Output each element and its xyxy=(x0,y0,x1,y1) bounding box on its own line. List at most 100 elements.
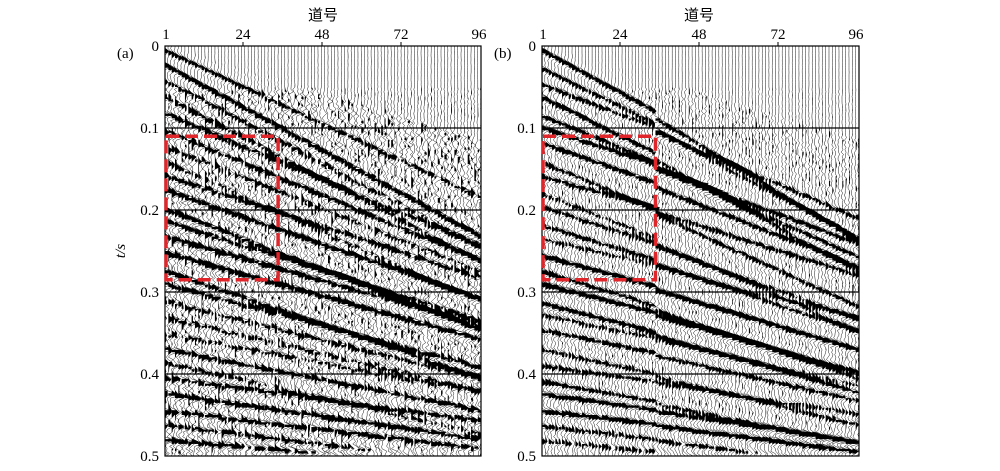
trace-fill xyxy=(838,55,848,452)
trace-fill xyxy=(298,58,307,454)
trace-fill xyxy=(477,48,481,440)
y-tick-label: 0 xyxy=(152,39,160,55)
trace-fill xyxy=(748,53,761,440)
trace-fill xyxy=(291,67,301,442)
trace-fill xyxy=(762,48,773,442)
panel-a: (a) 道号 t/s 1 24 48 72 96 0 0.1 0.2 0.3 0… xyxy=(113,7,488,465)
y-tick-labels: 0 0.1 0.2 0.3 0.4 0.5 xyxy=(140,39,159,465)
trace-fill xyxy=(582,70,588,449)
trace-fill xyxy=(411,50,422,447)
trace-fill xyxy=(828,48,839,452)
x-tick-label: 24 xyxy=(613,27,629,43)
trace-wiggle xyxy=(792,46,806,456)
trace-wiggle xyxy=(555,46,566,456)
trace-fill xyxy=(444,60,452,447)
highlight-box xyxy=(541,134,658,282)
trace-fill xyxy=(461,48,472,449)
trace-fill xyxy=(224,77,232,447)
y-tick-label: 0.2 xyxy=(140,203,159,219)
trace-wiggle xyxy=(280,46,295,456)
x-tick-label: 72 xyxy=(394,27,409,43)
trace-fill xyxy=(712,84,724,449)
trace-fill xyxy=(802,60,812,449)
trace-fill xyxy=(304,65,315,454)
y-axis-title: t/s xyxy=(113,244,129,258)
trace-fill xyxy=(171,50,180,454)
trace-fill xyxy=(387,50,395,442)
trace-fill xyxy=(745,55,754,454)
y-tick-label: 0.1 xyxy=(517,121,536,137)
trace-fill xyxy=(738,46,748,454)
trace-fill xyxy=(805,48,815,447)
trace-wiggle xyxy=(220,46,232,456)
trace-fill xyxy=(698,58,712,449)
trace-wiggle xyxy=(852,46,859,456)
trace-wiggle xyxy=(712,46,730,456)
trace-wiggle xyxy=(748,46,764,456)
trace-wiggle xyxy=(798,46,812,456)
trace-fill xyxy=(371,46,380,442)
trace-wiggle xyxy=(293,46,307,456)
seismic-section xyxy=(542,46,859,456)
trace-fill xyxy=(555,55,562,444)
trace-wiggle xyxy=(794,46,808,456)
trace-fill xyxy=(855,46,859,430)
trace-fill xyxy=(194,53,203,444)
trace-fill xyxy=(165,48,173,442)
trace-wiggle xyxy=(605,46,616,456)
trace-wiggle xyxy=(828,46,843,456)
trace-wiggle xyxy=(642,46,654,456)
trace-wiggle xyxy=(376,46,390,456)
trace-fill xyxy=(421,46,432,452)
trace-wiggle xyxy=(469,46,481,456)
x-axis-title: 道号 xyxy=(684,7,714,24)
trace-fill xyxy=(652,50,660,454)
trace-wiggle xyxy=(542,46,552,456)
trace-wiggle xyxy=(324,46,343,456)
x-tick-label: 96 xyxy=(472,27,488,43)
trace-fill xyxy=(695,53,709,447)
trace-wiggle xyxy=(745,46,762,456)
y-tick-label: 0.5 xyxy=(517,449,536,465)
trace-fill xyxy=(832,60,843,452)
x-tick-label: 1 xyxy=(162,27,170,43)
x-tick-label: 24 xyxy=(236,27,252,43)
trace-fill xyxy=(625,48,632,452)
trace-wiggle xyxy=(476,46,481,456)
x-axis-title: 道号 xyxy=(308,7,338,24)
trace-fill xyxy=(288,50,296,452)
trace-wiggle xyxy=(548,46,559,456)
trace-fill xyxy=(635,58,644,454)
trace-fill xyxy=(848,62,856,454)
y-tick-label: 0.3 xyxy=(140,285,159,301)
x-tick-label: 48 xyxy=(692,27,707,43)
trace-wiggle xyxy=(284,46,296,456)
seismic-section xyxy=(165,46,481,456)
plot-frame xyxy=(541,45,860,457)
trace-fill xyxy=(268,48,277,452)
trace-wiggle xyxy=(191,46,204,456)
trace-fill xyxy=(672,46,682,447)
trace-fill xyxy=(728,70,739,452)
trace-fill xyxy=(658,46,666,444)
trace-fill xyxy=(675,130,683,447)
trace-fill xyxy=(181,46,189,444)
trace-fill xyxy=(585,50,592,447)
trace-fill xyxy=(324,48,336,447)
trace-wiggle xyxy=(350,46,368,456)
highlight-box xyxy=(164,134,280,282)
trace-fill xyxy=(622,48,629,454)
trace-fill xyxy=(792,48,802,447)
panel-b: (b) 道号 1 24 48 72 96 0 0.1 0.2 0.3 0.4 0… xyxy=(494,7,864,465)
trace-wiggle xyxy=(542,46,548,456)
trace-fill xyxy=(361,53,373,452)
trace-wiggle xyxy=(675,46,690,456)
trace-fill xyxy=(705,48,718,449)
trace-wiggle xyxy=(855,46,859,456)
trace-wiggle xyxy=(410,46,427,456)
trace-wiggle xyxy=(801,46,816,456)
trace-wiggle xyxy=(380,46,394,456)
panel-label: (b) xyxy=(494,46,512,62)
y-tick-label: 0.3 xyxy=(517,285,536,301)
trace-fill xyxy=(812,55,821,449)
